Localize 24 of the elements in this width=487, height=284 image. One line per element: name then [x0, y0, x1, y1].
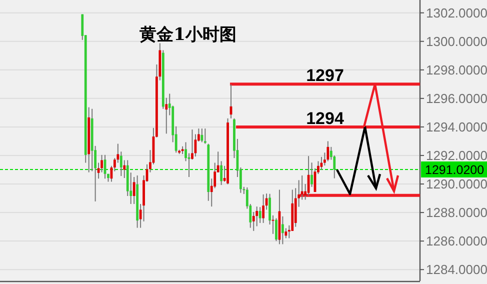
candlestick — [310, 162, 313, 188]
candlestick — [204, 128, 206, 144]
y-tick-label: 1300.0000 — [426, 34, 487, 49]
y-tick-label: 1290.0000 — [426, 176, 487, 192]
y-tick-label: 1296.0000 — [426, 90, 487, 106]
candlestick — [220, 160, 223, 186]
y-tick-label: 1302.0000 — [426, 5, 487, 20]
y-tick-label: 1292.0000 — [426, 148, 487, 163]
text: 黄金1小时图 — [138, 25, 236, 45]
candlestick — [200, 128, 204, 143]
candlestick — [281, 216, 284, 245]
candlestick — [326, 140, 330, 162]
candlestick — [256, 206, 258, 227]
ref-line-label: 1291.0200 — [425, 162, 484, 177]
candlestick — [262, 194, 265, 224]
y-tick-label: 1284.0000 — [426, 262, 487, 278]
ref-line-label: 1297 — [306, 66, 344, 86]
candlestick — [258, 206, 262, 224]
y-tick-label: 1298.0000 — [426, 62, 487, 78]
candlestick — [275, 218, 278, 242]
y-tick-label: 1286.0000 — [426, 234, 487, 249]
ref-line-label: 1294 — [306, 108, 344, 128]
y-tick-label: 1288.0000 — [426, 205, 487, 220]
y-tick-label: 1294.0000 — [426, 119, 487, 134]
